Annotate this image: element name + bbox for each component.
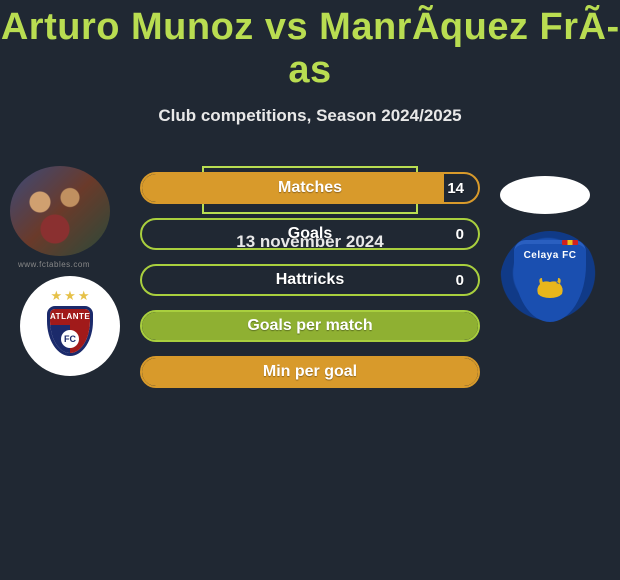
stat-value: 0: [456, 220, 464, 248]
stat-row: Goals0: [140, 218, 480, 250]
player-photo-left: [10, 166, 110, 256]
star-icon: ★: [51, 288, 63, 304]
stat-label: Goals: [142, 220, 478, 248]
stat-row: Hattricks0: [140, 264, 480, 296]
stat-label: Hattricks: [142, 266, 478, 294]
stat-rows: Matches14Goals0Hattricks0Goals per match…: [140, 172, 480, 388]
shield-icon: Celaya FC: [514, 240, 586, 322]
bull-icon: [532, 274, 568, 302]
shield-icon: ATLANTE: [47, 306, 93, 356]
star-icon: ★: [64, 288, 76, 304]
player-photo-right-placeholder: [500, 176, 590, 214]
stat-value: 14: [447, 174, 464, 202]
star-icon: ★: [78, 288, 90, 304]
photo-source-caption: www.fctables.com: [18, 260, 90, 269]
subtitle: Club competitions, Season 2024/2025: [0, 106, 620, 126]
stat-row: Matches14: [140, 172, 480, 204]
stat-label: Goals per match: [142, 312, 478, 340]
stat-value: 0: [456, 266, 464, 294]
badge-stars: ★ ★ ★: [51, 288, 90, 304]
club-badge-right: Celaya FC: [500, 231, 600, 331]
page-title: Arturo Munoz vs ManrÃ­quez FrÃ­as: [0, 0, 620, 92]
stat-row: Goals per match: [140, 310, 480, 342]
badge-left-name: ATLANTE: [50, 309, 90, 325]
content-area: www.fctables.com ★ ★ ★ ATLANTE Celaya FC…: [0, 166, 620, 506]
stat-row: Min per goal: [140, 356, 480, 388]
club-badge-left: ★ ★ ★ ATLANTE: [20, 276, 120, 376]
stat-label: Matches: [142, 174, 478, 202]
badge-right-name: Celaya FC: [514, 250, 586, 261]
flag-icon: [562, 240, 578, 245]
stat-label: Min per goal: [142, 358, 478, 386]
